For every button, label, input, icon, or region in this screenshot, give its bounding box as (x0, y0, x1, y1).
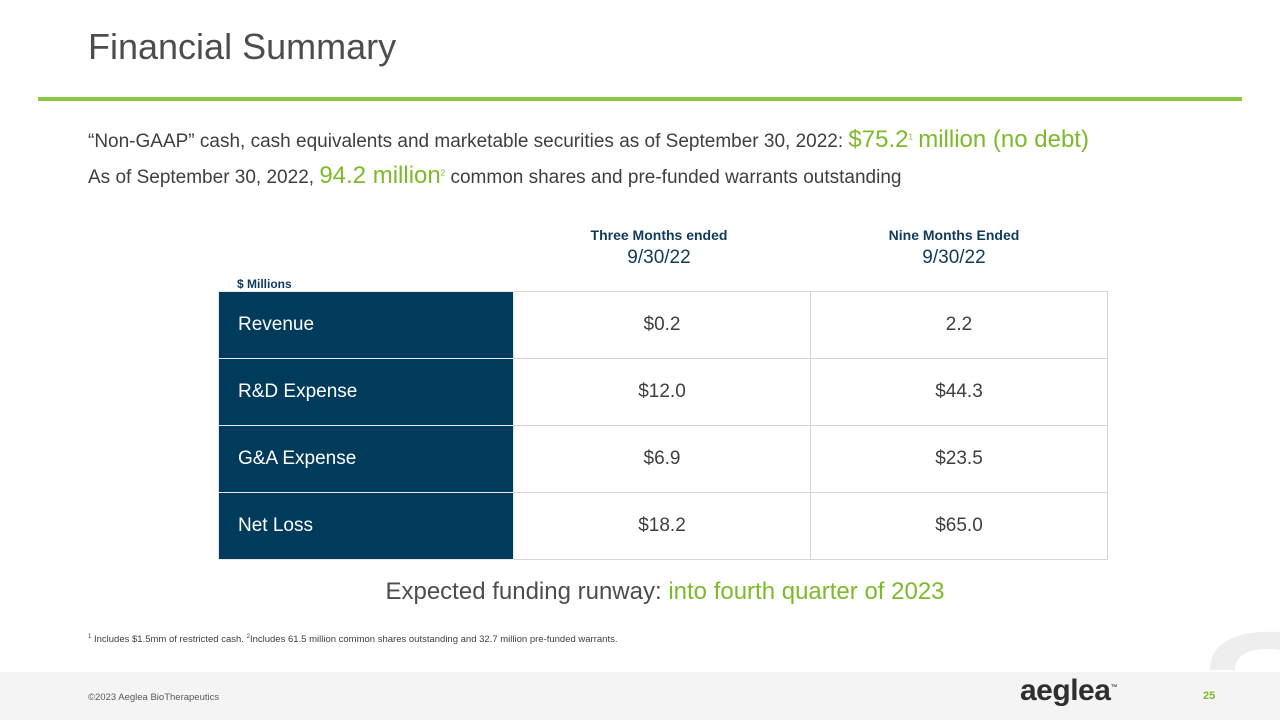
table-cell: $44.3 (810, 358, 1108, 426)
slide-title: Financial Summary (88, 26, 397, 67)
table-row: R&D Expense $12.0 $44.3 (218, 358, 1108, 426)
cash-footnote-mark: 1 (908, 132, 913, 142)
column-header-label: Three Months ended (590, 227, 728, 243)
units-label: $ Millions (237, 277, 292, 291)
footer-band (0, 672, 1280, 720)
column-header-date: 9/30/22 (922, 247, 986, 268)
column-header-three-months: Three Months ended 9/30/22 (512, 227, 806, 269)
footnote-text-1: Includes $1.5mm of restricted cash. (93, 634, 244, 646)
row-label: G&A Expense (218, 425, 514, 493)
decorative-swirl (1210, 631, 1280, 670)
row-label: Net Loss (218, 492, 514, 560)
financial-table: Revenue $0.2 2.2 R&D Expense $12.0 $44.3… (218, 291, 1108, 560)
column-header-date: 9/30/22 (627, 247, 691, 268)
shares-statement-suffix: common shares and pre-funded warrants ou… (450, 167, 902, 188)
table-cell: $18.2 (513, 492, 811, 560)
footnote-mark-1: 1 (88, 634, 92, 640)
table-row: Revenue $0.2 2.2 (218, 291, 1108, 359)
page-number: 25 (1203, 690, 1216, 702)
table-row: Net Loss $18.2 $65.0 (218, 492, 1108, 560)
title-divider (38, 97, 1242, 101)
footnotes: 1 Includes $1.5mm of restricted cash. 2I… (88, 634, 617, 645)
cash-suffix: million (no debt) (918, 126, 1089, 153)
table-cell: $6.9 (513, 425, 811, 493)
column-header-label: Nine Months Ended (888, 227, 1020, 243)
funding-runway: Expected funding runway: into fourth qua… (0, 578, 1280, 606)
copyright-text: ©2023 Aeglea BioTherapeutics (88, 692, 220, 703)
company-logo: aeglea™ (1020, 674, 1117, 708)
table-cell: $12.0 (513, 358, 811, 426)
runway-label: Expected funding runway: (385, 578, 662, 605)
row-label: Revenue (218, 291, 514, 359)
shares-statement: As of September 30, 2022, 94.2 million2 … (88, 162, 901, 190)
logo-trademark: ™ (1110, 684, 1117, 691)
table-cell: 2.2 (810, 291, 1108, 359)
table-cell: $23.5 (810, 425, 1108, 493)
table-cell: $65.0 (810, 492, 1108, 560)
row-label: R&D Expense (218, 358, 514, 426)
table-row: G&A Expense $6.9 $23.5 (218, 425, 1108, 493)
shares-footnote-mark: 2 (440, 168, 446, 178)
runway-value: into fourth quarter of 2023 (668, 578, 945, 605)
table-cell: $0.2 (513, 291, 811, 359)
footnote-text-2: Includes 61.5 million common shares outs… (249, 634, 618, 646)
shares-value: 94.2 million (319, 162, 441, 189)
column-header-nine-months: Nine Months Ended 9/30/22 (807, 227, 1101, 269)
cash-statement-text: “Non-GAAP” cash, cash equivalents and ma… (88, 131, 844, 152)
cash-statement: “Non-GAAP” cash, cash equivalents and ma… (88, 126, 1089, 154)
logo-text: aeglea (1020, 674, 1111, 707)
footnote-mark-2: 2 (246, 634, 250, 640)
cash-value: $75.2 (848, 126, 909, 153)
shares-statement-prefix: As of September 30, 2022, (88, 167, 315, 188)
